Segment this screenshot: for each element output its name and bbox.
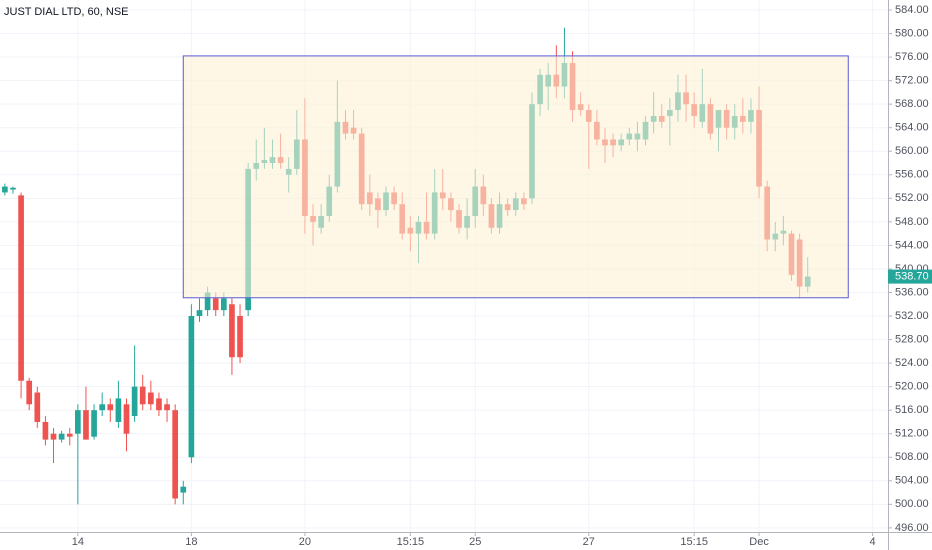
candle-body — [18, 195, 24, 381]
overlay — [182, 55, 849, 299]
x-tick-label: 25 — [469, 536, 481, 548]
x-tick-label: 18 — [185, 536, 197, 548]
candle-body — [123, 404, 130, 434]
y-tick-label: 552.00 — [895, 192, 929, 204]
x-tick-label: 14 — [72, 536, 84, 548]
axes: 496.00 500.00 504.00 508.00 512.00 516.00 520.… — [72, 4, 932, 548]
x-tick-label: 15:15 — [397, 536, 425, 548]
y-tick-label: 576.00 — [895, 51, 929, 63]
candle-body — [2, 186, 8, 193]
y-tick-label: 544.00 — [895, 239, 929, 251]
y-tick-label: 528.00 — [895, 333, 929, 345]
candle-body — [212, 298, 219, 311]
candle-body — [220, 298, 227, 311]
y-tick-label: 532.00 — [895, 310, 929, 322]
y-tick-label: 504.00 — [895, 475, 929, 487]
y-tick-label: 568.00 — [895, 98, 929, 110]
candle-body — [172, 410, 179, 499]
candle-body — [180, 486, 187, 493]
candle-body — [229, 304, 235, 358]
candle-body — [204, 292, 211, 311]
candle-body — [75, 410, 81, 434]
candle-body — [107, 404, 114, 411]
x-tick-label: 20 — [299, 536, 311, 548]
zone-rectangle — [182, 55, 849, 299]
candle-body — [156, 398, 162, 411]
candle-body — [26, 380, 33, 405]
candle-body — [42, 421, 49, 440]
y-tick-label: 500.00 — [895, 498, 929, 510]
candle-body — [115, 398, 122, 422]
x-tick-label: 4 — [870, 536, 876, 548]
y-tick-label: 512.00 — [895, 428, 929, 440]
candle-body — [131, 386, 138, 417]
y-tick-label: 508.00 — [895, 451, 929, 463]
y-tick-label: 520.00 — [895, 381, 929, 393]
candle-body — [34, 392, 41, 422]
chart-title: JUST DIAL LTD, 60, NSE — [4, 6, 129, 18]
x-tick-label: Dec — [749, 536, 769, 548]
candle-body — [99, 404, 106, 411]
y-tick-label: 584.00 — [895, 4, 929, 16]
y-tick-label: 560.00 — [895, 145, 929, 157]
candle-body — [196, 310, 203, 317]
candle-body — [66, 433, 73, 437]
candle-body — [83, 410, 89, 440]
y-tick-label: 564.00 — [895, 122, 929, 134]
candle-body — [148, 392, 154, 405]
candle-body — [188, 316, 195, 458]
candle-body — [91, 410, 97, 437]
candle-body — [50, 433, 57, 440]
candle-body — [164, 404, 170, 411]
y-tick-label: 536.00 — [895, 286, 929, 298]
y-tick-label: 524.00 — [895, 357, 929, 369]
candle-body — [10, 187, 16, 190]
y-tick-label: 496.00 — [895, 522, 929, 534]
y-tick-label: 580.00 — [895, 27, 929, 39]
candle-body — [237, 316, 243, 358]
last-price-label: 538.70 — [895, 270, 929, 282]
candle-body — [58, 433, 65, 440]
y-tick-label: 516.00 — [895, 404, 929, 416]
last-price-badge — [888, 269, 932, 284]
candle-body — [139, 386, 146, 405]
y-tick-label: 548.00 — [895, 216, 929, 228]
x-tick-label: 27 — [583, 536, 595, 548]
x-tick-label: 15:15 — [680, 536, 708, 548]
y-tick-label: 556.00 — [895, 169, 929, 181]
y-tick-label: 572.00 — [895, 75, 929, 87]
